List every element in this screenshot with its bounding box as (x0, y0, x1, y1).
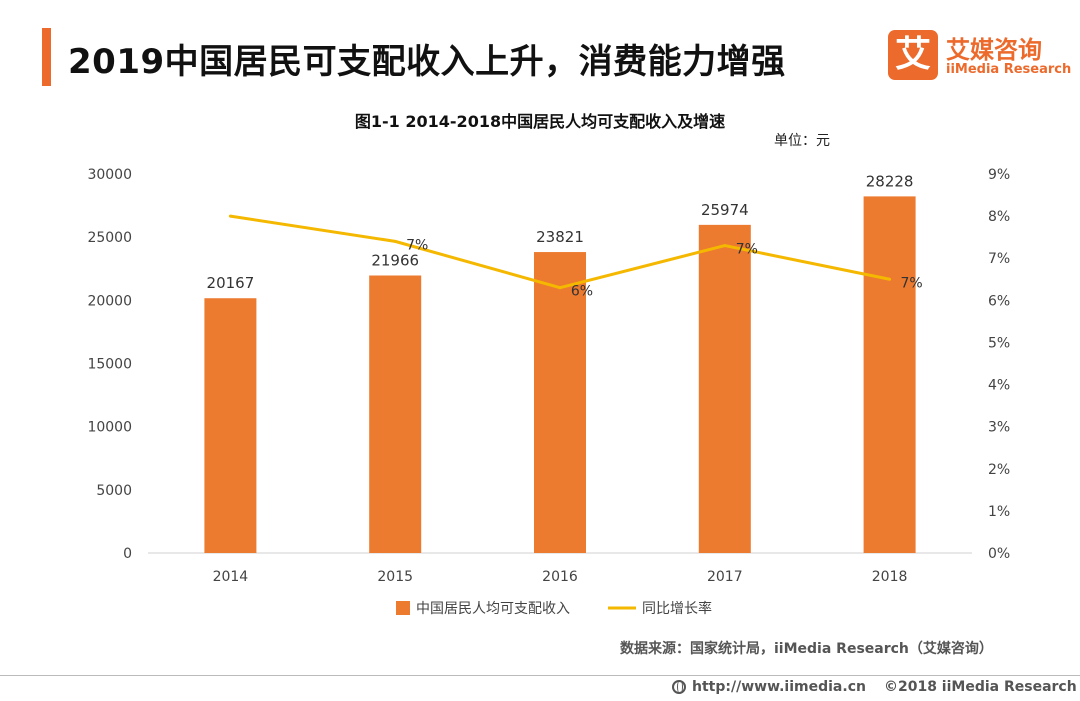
bar-value-label: 28228 (866, 172, 914, 190)
y-right-tick-label: 8% (988, 209, 1010, 225)
line-point (723, 244, 727, 248)
bar-series: 20167 21966 23821 25974 28228 (204, 172, 916, 553)
page-title: 2019中国居民可支配收入上升，消费能力增强 (68, 42, 786, 82)
brand-name-cn: 艾媒咨询 (946, 36, 1042, 64)
line-point (393, 239, 397, 243)
bar (698, 224, 751, 553)
y-left-tick-label: 25000 (87, 230, 132, 246)
line-series: 7% 6% 7% 7% (228, 214, 923, 300)
x-tick-label: 2016 (542, 569, 578, 585)
line-point (228, 214, 232, 218)
bar (534, 252, 586, 553)
x-tick-label: 2018 (872, 569, 908, 585)
y-right-tick-label: 5% (988, 335, 1010, 351)
brand-name-en: iiMedia Research (946, 62, 1072, 77)
bar (369, 275, 422, 553)
footer-copyright: ©2018 iiMedia Research Inc (883, 679, 1080, 695)
y-right-tick-label: 9% (988, 167, 1010, 183)
y-right-tick-label: 7% (988, 251, 1010, 267)
brand-mark-icon: 艾 (888, 30, 938, 80)
bar (863, 196, 916, 553)
line-point (888, 277, 892, 281)
y-left-tick-label: 20000 (87, 293, 132, 309)
bar-value-label: 23821 (536, 228, 584, 246)
bar-value-label: 25974 (701, 201, 749, 219)
x-tick-label: 2017 (707, 569, 743, 585)
legend-bar-label: 中国居民人均可支配收入 (416, 601, 570, 617)
y-right-tick-label: 4% (988, 378, 1010, 394)
bar (204, 298, 257, 553)
y-right-tick-label: 6% (988, 293, 1010, 309)
y-left-tick-label: 0 (123, 546, 132, 562)
line-value-label: 6% (571, 284, 593, 300)
title-accent-bar (42, 28, 51, 86)
y-right-tick-label: 2% (988, 462, 1010, 478)
chart-axes: 0 5000 10000 15000 20000 25000 30000 0% 1% 2% 3% 4%… (87, 167, 1010, 585)
line-value-label: 7% (736, 242, 758, 258)
footer: http://www.iimedia.cn ©2018 iiMedia Resea… (672, 679, 1080, 695)
chart-title: 图1-1 2014-2018中国居民人均可支配收入及增速 (354, 112, 726, 131)
line-value-label: 7% (406, 237, 428, 253)
legend-bar-swatch (396, 601, 410, 615)
y-right-tick-label: 3% (988, 420, 1010, 436)
footer-divider (0, 675, 1080, 676)
y-left-tick-label: 30000 (87, 167, 132, 183)
y-left-tick-label: 10000 (87, 420, 132, 436)
globe-icon (672, 680, 686, 694)
unit-label: 单位：元 (774, 133, 830, 149)
line-point (558, 286, 562, 290)
y-left-tick-label: 5000 (96, 483, 132, 499)
chart-legend: 中国居民人均可支配收入 同比增长率 (396, 600, 712, 617)
y-left-tick-label: 15000 (87, 357, 132, 373)
y-right-tick-label: 0% (988, 546, 1010, 562)
line-value-label: 7% (900, 275, 922, 291)
y-right-tick-label: 1% (988, 504, 1010, 520)
bar-value-label: 21966 (371, 251, 419, 269)
brand-logo: 艾 艾媒咨询 iiMedia Research (888, 28, 1071, 84)
x-tick-label: 2015 (377, 569, 413, 585)
data-source: 数据来源：国家统计局，iiMedia Research（艾媒咨询） (620, 641, 993, 657)
legend-line-label: 同比增长率 (642, 600, 712, 617)
bar-value-label: 20167 (207, 274, 255, 292)
footer-url[interactable]: http://www.iimedia.cn (692, 679, 866, 695)
x-tick-label: 2014 (213, 569, 249, 585)
